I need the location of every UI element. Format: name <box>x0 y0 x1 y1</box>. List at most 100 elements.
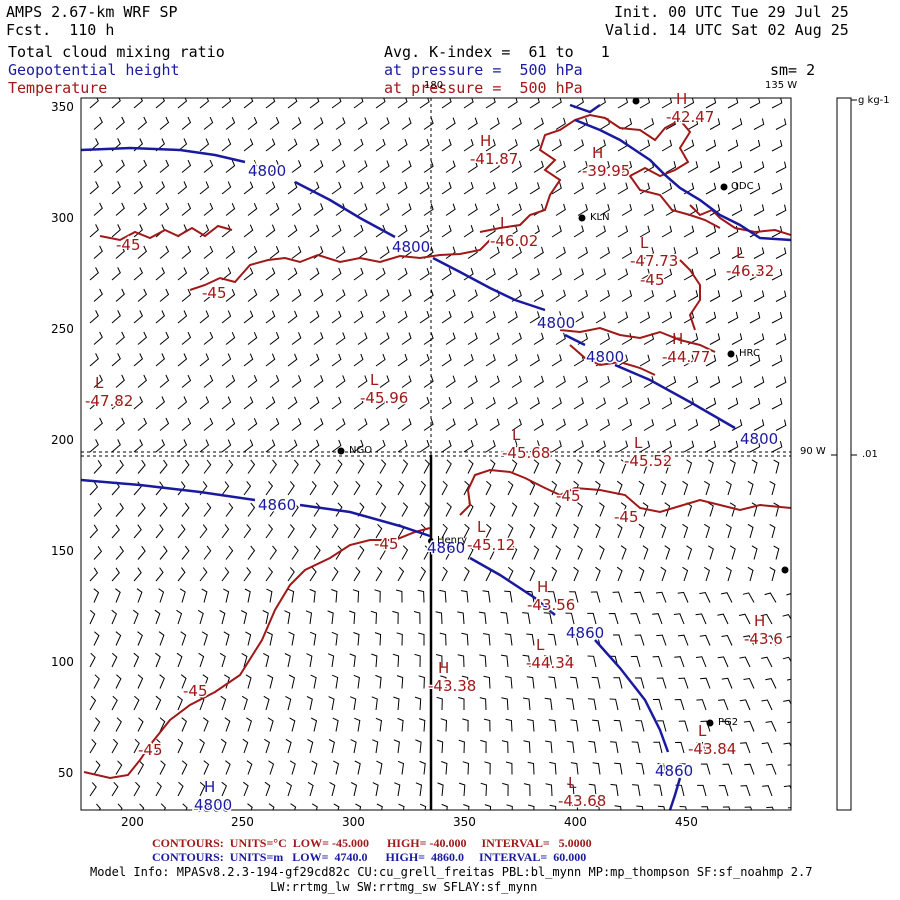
wind-barb <box>93 546 103 560</box>
wind-barb <box>115 288 125 302</box>
wind-barb <box>243 396 254 410</box>
wind-barb <box>224 717 231 732</box>
wind-barb <box>463 523 470 539</box>
wind-barb <box>199 781 206 797</box>
height-contour-info: CONTOURS: UNITS=m LOW= 4740.0 HIGH= 4860… <box>152 850 587 864</box>
wind-barb <box>794 97 804 108</box>
wind-barb <box>137 202 148 216</box>
wind-barb <box>631 741 641 754</box>
wind-barb <box>111 781 119 797</box>
wind-barb <box>309 480 317 496</box>
wind-barb <box>664 502 671 517</box>
wind-barb <box>181 288 192 302</box>
wind-barb <box>375 353 386 367</box>
wind-barb <box>155 396 166 410</box>
wind-barb <box>418 675 425 689</box>
valid-time: Valid. 14 UTC Sat 02 Aug 25 <box>605 21 849 39</box>
height-contours <box>81 103 791 810</box>
wind-barb <box>731 419 743 431</box>
wind-barb <box>577 459 583 474</box>
smoothing-label: sm= 2 <box>770 61 816 79</box>
wind-barb <box>133 267 144 281</box>
wind-barb <box>137 502 146 517</box>
station-pg2: PG2 <box>718 717 739 728</box>
colorbar <box>836 97 852 811</box>
wind-barb <box>441 139 452 152</box>
wind-barb <box>155 439 166 453</box>
wind-barb <box>93 202 103 216</box>
wind-barb <box>511 459 518 474</box>
wind-barb <box>177 98 188 109</box>
wind-barb <box>243 138 254 152</box>
wind-barb <box>219 609 226 625</box>
wind-barb <box>379 289 390 302</box>
wind-barb <box>198 652 205 668</box>
wind-barb <box>731 333 743 345</box>
wind-barb <box>115 674 122 689</box>
wind-barb <box>544 655 553 668</box>
wind-barb <box>729 502 736 517</box>
wind-barb <box>621 246 633 259</box>
wind-barb <box>533 545 540 560</box>
wind-barb <box>551 354 562 367</box>
wind-barb <box>507 225 518 238</box>
wind-barb <box>485 311 496 324</box>
wind-barb <box>773 502 780 517</box>
wind-barb <box>740 785 751 797</box>
wind-barb <box>674 698 685 711</box>
wind-barb <box>177 781 184 797</box>
wind-barb <box>729 459 736 474</box>
wind-barb <box>242 738 249 754</box>
wind-barb <box>418 632 425 646</box>
wind-barb <box>243 481 252 496</box>
wind-barb <box>392 653 400 668</box>
wind-barb <box>657 805 666 810</box>
wind-barb <box>445 545 452 560</box>
wind-barb <box>794 140 804 151</box>
wind-barb <box>311 760 318 775</box>
wind-barb <box>418 718 426 732</box>
wind-barb <box>709 204 721 216</box>
wind-barb <box>268 803 275 810</box>
wind-barb <box>661 311 673 324</box>
wind-barb <box>137 760 145 775</box>
wind-barb <box>375 267 386 281</box>
wind-barb <box>566 698 575 711</box>
wind-barb <box>155 524 164 539</box>
extremum-value: -44.77 <box>662 348 710 366</box>
wind-barb <box>357 160 368 173</box>
wind-barb <box>709 118 721 130</box>
wind-barb <box>415 739 422 754</box>
wind-barb <box>246 717 252 732</box>
wind-barb <box>639 225 651 238</box>
wind-barb <box>93 674 100 689</box>
wind-barb <box>727 354 739 367</box>
wind-barb <box>287 353 298 367</box>
wind-barb <box>290 803 297 810</box>
wind-barb <box>287 439 298 453</box>
wind-barb <box>683 98 695 109</box>
wind-barb <box>397 181 408 195</box>
wind-barb <box>93 245 103 259</box>
wind-barb <box>683 225 695 238</box>
wind-barb <box>265 98 276 109</box>
wind-barb <box>111 695 118 711</box>
extremum-value: -41.87 <box>470 150 518 168</box>
wind-barb <box>749 98 761 109</box>
wind-barb <box>631 698 641 711</box>
wind-barb <box>353 181 364 195</box>
wind-barb <box>505 676 513 689</box>
extremum-type: L <box>698 722 707 740</box>
wind-barb <box>775 376 787 388</box>
wind-barb <box>699 634 711 646</box>
wind-barb <box>738 613 751 625</box>
extremum-type: H <box>480 132 491 150</box>
field-height-label: Geopotential height <box>8 61 180 79</box>
wind-barb <box>89 98 99 109</box>
wind-barb <box>696 699 707 711</box>
height-contour-label: 4800 <box>537 314 575 332</box>
colorbar-unit: g kg-1 <box>858 95 890 106</box>
wind-barb <box>115 417 125 431</box>
wind-barb <box>203 545 212 560</box>
wind-barb <box>595 268 606 281</box>
